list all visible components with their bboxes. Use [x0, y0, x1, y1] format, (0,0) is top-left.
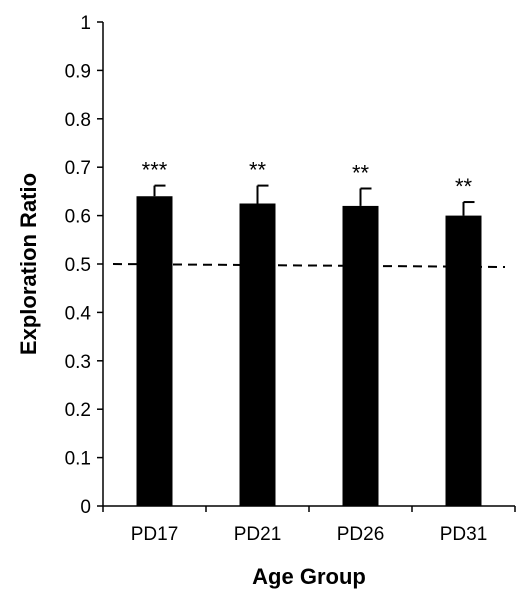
significance-label: **	[352, 160, 370, 185]
reference-line	[112, 263, 506, 268]
bar	[136, 196, 173, 507]
bar	[239, 203, 276, 506]
bars: *** ** ****	[136, 158, 482, 507]
y-tick-label: 0.1	[65, 449, 91, 470]
x-axis: PD17 PD21 PD26 PD31	[102, 505, 516, 545]
reference-line-group	[112, 263, 506, 268]
y-tick-label: 0.2	[65, 400, 91, 421]
x-tick-label: PD26	[337, 524, 385, 545]
bar	[342, 205, 379, 507]
y-tick-label: 0.9	[65, 61, 91, 82]
y-tick-label: 0.8	[65, 110, 91, 131]
significance-label: **	[455, 174, 473, 199]
y-tick-label: 0	[80, 497, 91, 518]
y-axis-title: Exploration Ratio	[16, 173, 41, 355]
x-axis-title: Age Group	[252, 564, 366, 589]
y-axis: 0 0.1 0.2 0.3 0.4 0.5 0.6 0.7 0.8 0.9 1	[65, 13, 104, 518]
x-tick-label: PD31	[440, 524, 488, 545]
significance-label: ***	[142, 158, 168, 183]
significance-label: **	[249, 158, 267, 183]
bar	[445, 215, 482, 506]
y-tick-label: 0.7	[65, 158, 91, 179]
x-tick-label: PD17	[131, 524, 179, 545]
y-tick-label: 1	[80, 13, 91, 34]
y-tick-label: 0.5	[65, 255, 91, 276]
y-tick-label: 0.3	[65, 352, 91, 373]
y-tick-label: 0.6	[65, 207, 91, 228]
x-tick-label: PD21	[234, 524, 282, 545]
y-tick-label: 0.4	[65, 303, 92, 324]
